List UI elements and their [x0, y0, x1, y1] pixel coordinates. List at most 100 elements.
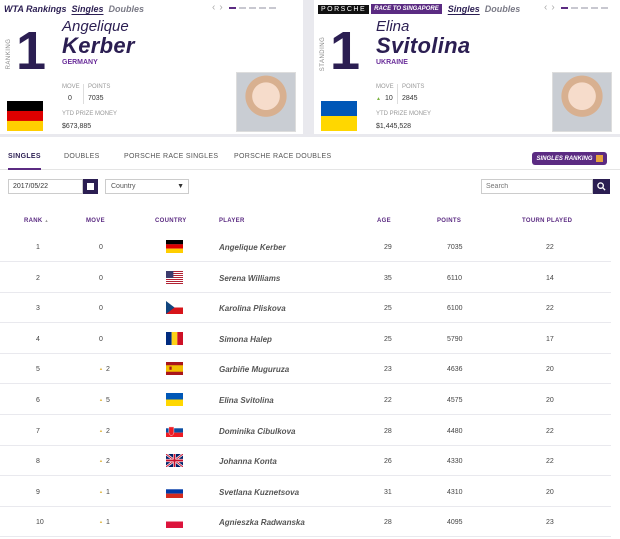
move-cell: 0	[99, 305, 103, 313]
age-cell: 35	[384, 274, 392, 282]
player-name[interactable]: Angelique Kerber	[62, 19, 135, 57]
next-arrow-icon[interactable]: ›	[551, 2, 555, 13]
card-header: WTA Rankings Singles Doubles	[4, 2, 149, 16]
move-up-icon: ▲	[99, 397, 103, 402]
move-up-icon: ▲	[99, 427, 103, 433]
player-name-link[interactable]: Garbiñe Muguruza	[219, 365, 290, 375]
player-name-link[interactable]: Simona Halep	[219, 334, 272, 344]
player-name[interactable]: Elina Svitolina	[376, 19, 470, 57]
age-cell: 26	[384, 458, 392, 466]
pager-dot[interactable]	[600, 7, 608, 9]
points-cell: 4480	[447, 427, 463, 435]
table-row[interactable]: 5 ▲ 2 Garbiñe Muguruza 23 4636 20	[0, 354, 611, 385]
age-cell: 31	[384, 488, 392, 496]
table-row[interactable]: 10 ▲ 1 Agnieszka Radwanska 28 4095 23	[0, 507, 611, 538]
pager-dot[interactable]	[580, 7, 588, 9]
prev-arrow-icon[interactable]: ‹	[212, 2, 216, 13]
tab-singles[interactable]: Singles	[447, 4, 480, 14]
tab-porsche-race-doubles[interactable]: PORSCHE RACE DOUBLES	[234, 153, 332, 160]
points-cell: 4095	[447, 519, 463, 527]
pager-dot[interactable]	[248, 7, 256, 9]
table-row[interactable]: 6 ▲ 5 Elina Svitolina 22 4575 20	[0, 385, 611, 415]
country-select[interactable]: Country ▼	[105, 179, 189, 194]
pager-dot[interactable]	[228, 7, 236, 9]
table-row[interactable]: 9 ▲ 1 Svetlana Kuznetsova 31 4310 20	[0, 477, 611, 507]
pager-dot[interactable]	[560, 7, 568, 9]
player-photo[interactable]	[552, 72, 612, 132]
player-name-link[interactable]: Serena Williams	[219, 273, 281, 283]
search-icon	[597, 182, 606, 191]
date-input[interactable]	[8, 179, 83, 194]
player-name-link[interactable]: Elina Svitolina	[219, 396, 274, 405]
pager-dot[interactable]	[238, 7, 246, 9]
header-move[interactable]: MOVE	[86, 218, 105, 224]
table-row[interactable]: 4 0 Simona Halep 25 5790 17	[0, 324, 611, 354]
move-value: 10	[385, 95, 393, 102]
usa-flag-icon	[166, 270, 183, 284]
pager-dot[interactable]	[590, 7, 598, 9]
table-row[interactable]: 1 0 Angelique Kerber 29 7035 22	[0, 232, 611, 262]
card-title: WTA Rankings	[4, 4, 67, 14]
table-row[interactable]: 3 0 Karolina Pliskova 25 6100 22	[0, 293, 611, 324]
header-country[interactable]: COUNTRY	[155, 218, 187, 224]
tourn-played-cell: 20	[546, 488, 554, 496]
table-row[interactable]: 8 ▲ 2 Johanna Konta 26 4330 22	[0, 446, 611, 477]
table-row[interactable]: 2 0 Serena Williams 35 6110 14	[0, 263, 611, 293]
table-row[interactable]: 7 ▲ 2 Dominika Cibulkova 28 4480 22	[0, 416, 611, 446]
points-value: 7035	[88, 95, 104, 102]
ytd-prize-value: $1,445,528	[376, 123, 412, 130]
points-cell: 4310	[447, 488, 463, 496]
czech-flag-icon	[166, 301, 183, 315]
tourn-played-cell: 20	[546, 397, 554, 404]
pager-dot[interactable]	[258, 7, 266, 9]
search-button[interactable]	[593, 179, 610, 194]
pager-dot[interactable]	[570, 7, 578, 9]
player-name-link[interactable]: Karolina Pliskova	[219, 304, 286, 314]
header-rank[interactable]: RANK ▲	[24, 218, 49, 224]
tab-doubles[interactable]: DOUBLES	[64, 153, 100, 160]
rank-cell: 5	[36, 366, 40, 374]
move-cell: 0	[99, 335, 103, 343]
tab-singles[interactable]: Singles	[71, 4, 104, 14]
calendar-button[interactable]	[83, 179, 98, 194]
rank-cell: 2	[36, 274, 40, 282]
points-cell: 4636	[447, 366, 463, 374]
header-age[interactable]: AGE	[377, 218, 391, 224]
header-points[interactable]: POINTS	[437, 218, 462, 224]
romania-flag-icon	[166, 331, 183, 345]
move-cell: 0	[99, 244, 103, 251]
tourn-played-cell: 17	[546, 335, 554, 343]
prev-arrow-icon[interactable]: ‹	[544, 2, 548, 13]
tab-doubles[interactable]: Doubles	[484, 4, 521, 14]
singles-ranking-button[interactable]: SINGLES RANKING	[532, 152, 607, 165]
header-tourn-played[interactable]: TOURN PLAYED	[522, 218, 573, 224]
player-photo[interactable]	[236, 72, 296, 132]
race-to-singapore-badge: RACE TO SINGAPORE	[371, 4, 442, 14]
player-name-link[interactable]: Agnieszka Radwanska	[219, 518, 305, 528]
move-up-icon: ▲	[99, 366, 103, 372]
age-cell: 29	[384, 244, 392, 251]
search-input[interactable]	[481, 179, 593, 194]
rank-cell: 7	[36, 427, 40, 435]
rank-cell: 4	[36, 335, 40, 343]
header-player[interactable]: PLAYER	[219, 218, 245, 224]
big-standing-number: 1	[330, 21, 361, 81]
move-cell: ▲ 2	[99, 427, 110, 435]
player-name-link[interactable]: Johanna Konta	[219, 457, 277, 467]
move-cell: ▲ 5	[99, 397, 110, 404]
rank-cell: 6	[36, 397, 40, 404]
tab-doubles[interactable]: Doubles	[108, 4, 145, 14]
germany-flag-icon	[7, 101, 43, 131]
player-name-link[interactable]: Svetlana Kuznetsova	[219, 487, 300, 497]
points-label: POINTS	[402, 84, 425, 90]
tourn-played-cell: 23	[546, 519, 554, 527]
country-select-value: Country	[111, 183, 136, 190]
pager-dot[interactable]	[268, 7, 276, 9]
ytd-prize-value: $673,885	[62, 123, 92, 130]
player-name-link[interactable]: Dominika Cibulkova	[219, 426, 296, 436]
tab-porsche-race-singles[interactable]: PORSCHE RACE SINGLES	[124, 153, 219, 160]
tab-singles[interactable]: SINGLES	[8, 153, 41, 170]
next-arrow-icon[interactable]: ›	[219, 2, 223, 13]
porsche-logo: PORSCHE	[318, 4, 370, 14]
player-name-link[interactable]: Angelique Kerber	[219, 243, 286, 252]
